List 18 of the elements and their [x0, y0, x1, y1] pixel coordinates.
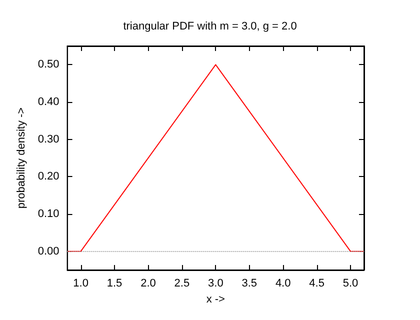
x-axis-title: x ->	[206, 293, 225, 306]
x-tick-label: 4.5	[309, 278, 324, 290]
y-tick-label: 0.50	[38, 58, 60, 71]
x-tick-label: 3.0	[208, 278, 224, 290]
chart-title: triangular PDF with m = 3.0, g = 2.0	[123, 20, 297, 32]
y-tick-label: 0.00	[38, 245, 60, 258]
x-tick-label: 2.0	[140, 278, 156, 290]
y-tick-label: 0.20	[38, 170, 60, 183]
y-tick-label: 0.40	[38, 96, 60, 108]
x-tick-label: 2.5	[174, 278, 190, 290]
y-tick-label: 0.10	[38, 208, 60, 220]
x-tick-label: 1.0	[73, 278, 88, 290]
x-tick-label: 3.5	[242, 278, 258, 290]
y-axis-title: probability density ->	[16, 107, 28, 209]
x-tick-label: 1.5	[106, 278, 122, 290]
x-tick-label: 5.0	[342, 278, 358, 290]
y-tick-label: 0.30	[38, 133, 60, 146]
x-tick-label: 4.0	[275, 278, 291, 290]
